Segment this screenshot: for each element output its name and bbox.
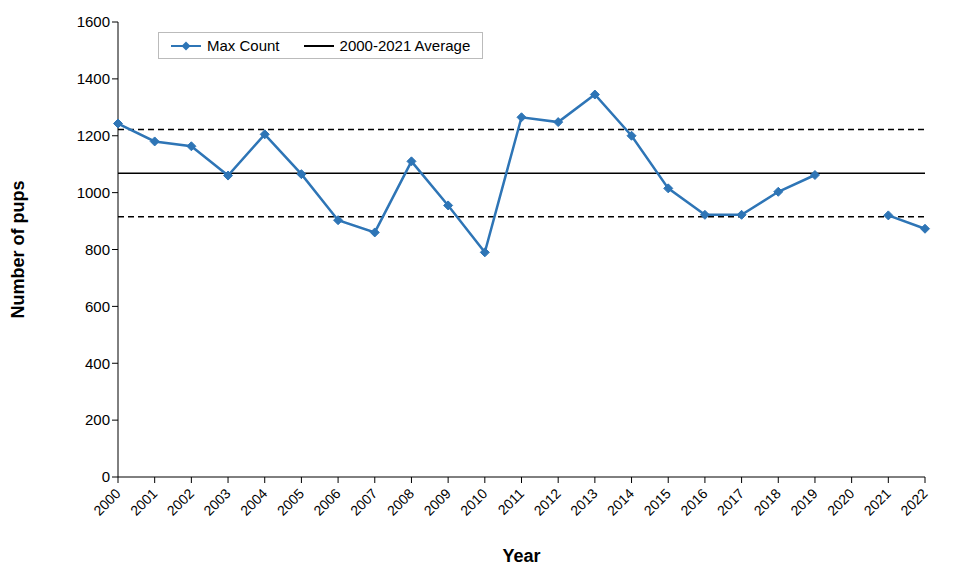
svg-text:400: 400 [85,355,110,372]
svg-text:2001: 2001 [127,485,160,518]
svg-text:2003: 2003 [200,485,233,518]
svg-text:2008: 2008 [384,485,417,518]
html-text:Max Count: Max Count [207,37,280,54]
svg-text:2020: 2020 [824,485,857,518]
svg-text:2010: 2010 [457,485,490,518]
svg-text:2012: 2012 [530,485,563,518]
svg-text:1400: 1400 [77,70,110,87]
svg-text:0: 0 [102,468,110,485]
svg-text:2019: 2019 [787,485,820,518]
svg-text:2007: 2007 [347,485,380,518]
svg-text:Year: Year [502,546,540,566]
svg-text:2022: 2022 [897,485,930,518]
svg-text:1600: 1600 [77,13,110,30]
html-text:2000-2021 Average: 2000-2021 Average [339,37,471,54]
svg-text:2018: 2018 [751,485,784,518]
svg-text:2000: 2000 [90,485,123,518]
svg-text:2021: 2021 [861,485,894,518]
svg-text:2011: 2011 [495,485,528,518]
svg-text:600: 600 [85,298,110,315]
svg-text:800: 800 [85,241,110,258]
svg-text:200: 200 [85,411,110,428]
svg-text:2005: 2005 [274,485,307,518]
svg-text:1000: 1000 [77,184,110,201]
svg-text:2016: 2016 [677,485,710,518]
svg-text:1200: 1200 [77,127,110,144]
svg-text:2009: 2009 [420,485,453,518]
svg-text:2017: 2017 [714,485,747,518]
svg-text:2006: 2006 [310,485,343,518]
svg-text:Number of pups: Number of pups [8,181,28,319]
svg-text:2013: 2013 [567,485,600,518]
svg-text:2004: 2004 [237,485,270,518]
svg-text:2002: 2002 [164,485,197,518]
svg-text:2015: 2015 [641,485,674,518]
svg-text:2014: 2014 [604,485,637,518]
